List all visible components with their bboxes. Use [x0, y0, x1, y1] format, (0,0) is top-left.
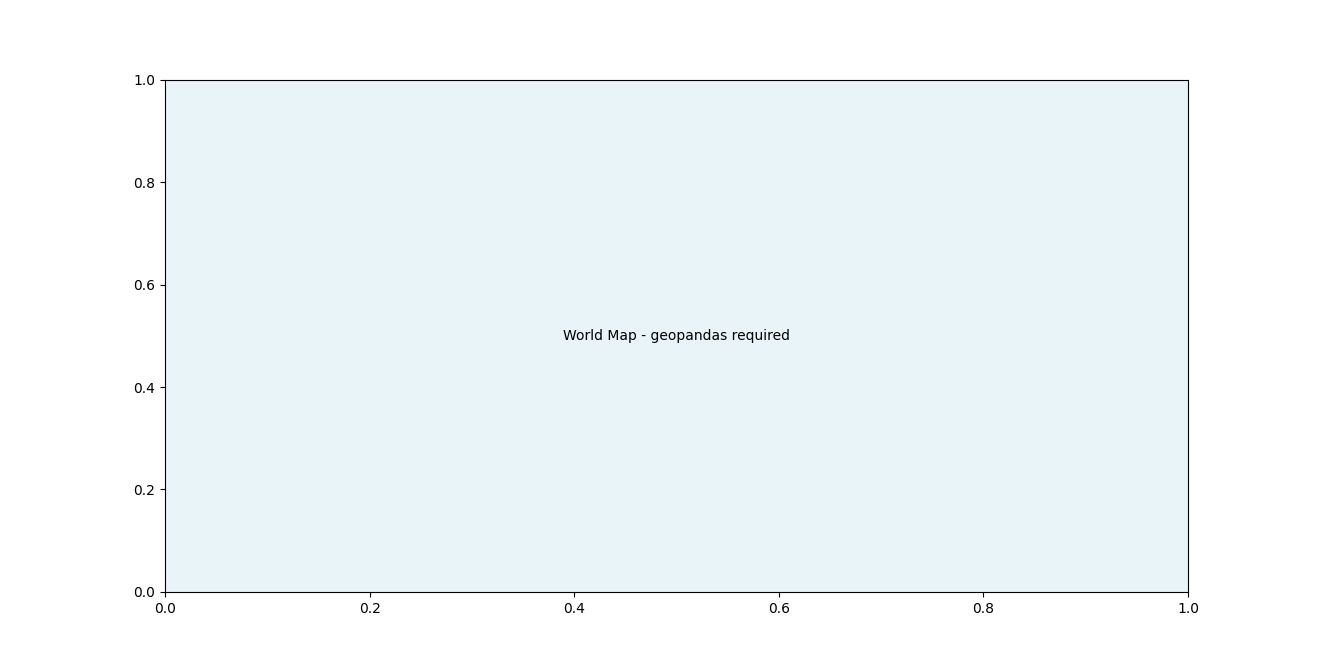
Text: World Map - geopandas required: World Map - geopandas required: [564, 329, 789, 343]
